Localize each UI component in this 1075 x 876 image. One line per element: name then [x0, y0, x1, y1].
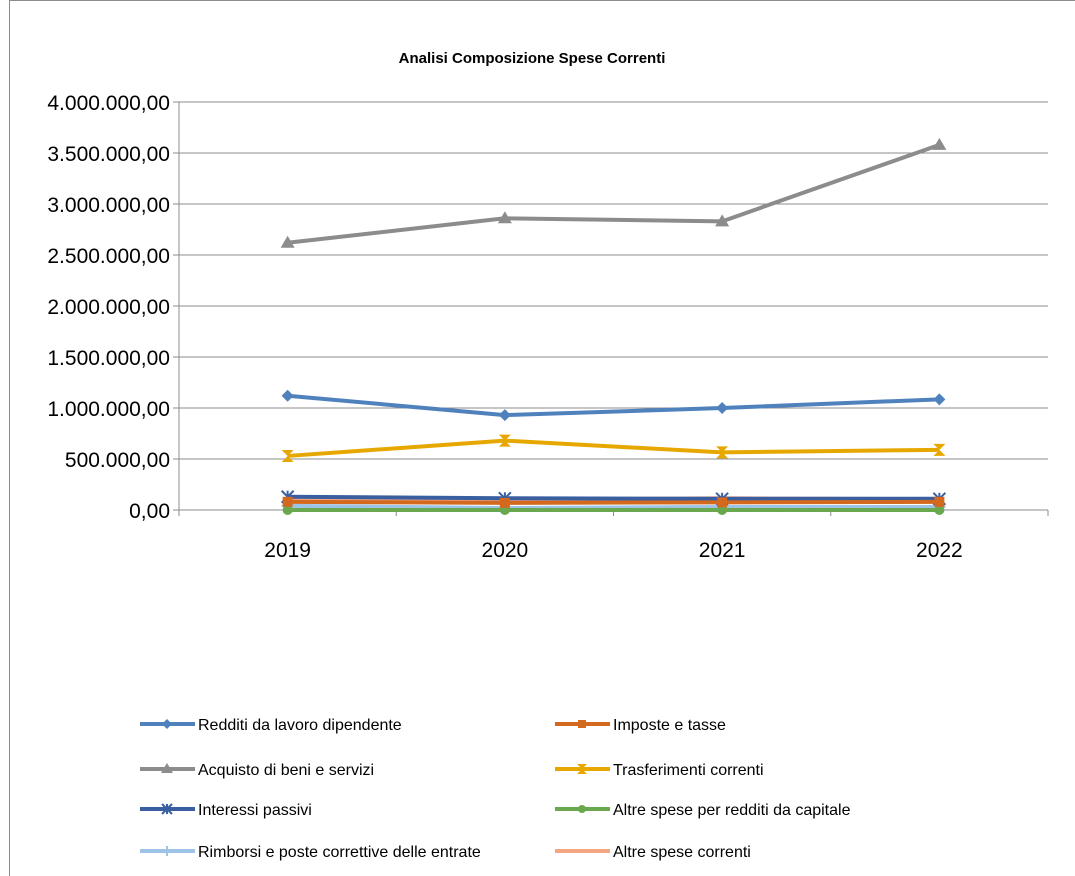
chart-title: Analisi Composizione Spese Correnti: [399, 50, 666, 67]
y-tick-label: 500.000,00: [65, 449, 170, 472]
legend-item: Redditi da lavoro dipendente: [140, 717, 402, 734]
y-tick-label: 4.000.000,00: [47, 92, 170, 115]
series-trasferimenti-correnti: [282, 435, 946, 462]
x-tick-label: 2022: [916, 539, 963, 562]
legend-item: Altre spese correnti: [555, 844, 751, 861]
x-tick-label: 2021: [699, 539, 746, 562]
series-line: [288, 506, 940, 508]
data-point: [578, 720, 586, 728]
legend-label: Interessi passivi: [198, 802, 312, 819]
legend-label: Acquisto di beni e servizi: [198, 762, 374, 779]
legend-label: Rimborsi e poste correttive delle entrat…: [198, 844, 481, 861]
data-point: [282, 390, 294, 402]
series-line: [288, 441, 940, 456]
x-tick-label: 2020: [482, 539, 529, 562]
y-tick-label: 1.500.000,00: [47, 347, 170, 370]
legend-label: Imposte e tasse: [613, 717, 726, 734]
data-point: [162, 719, 172, 729]
data-point: [934, 497, 944, 507]
legend-label: Altre spese correnti: [613, 844, 751, 861]
data-point: [717, 497, 727, 507]
legend-label: Redditi da lavoro dipendente: [198, 717, 402, 734]
series-lines: [281, 138, 947, 515]
data-point: [578, 805, 586, 813]
data-point: [162, 846, 172, 856]
legend-label: Altre spese per redditi da capitale: [613, 802, 851, 819]
series-redditi-da-lavoro-dipendente: [282, 390, 946, 421]
series-line: [288, 396, 940, 415]
data-point: [500, 498, 510, 508]
x-tick-label: 2019: [264, 539, 311, 562]
x-axis-ticks: 2019 2020 2021 2022: [264, 539, 962, 562]
legend: Redditi da lavoro dipendente Imposte e ta…: [140, 717, 851, 861]
data-point: [499, 409, 511, 421]
series-line: [288, 145, 940, 243]
legend-label: Trasferimenti correnti: [613, 762, 764, 779]
data-point: [716, 402, 728, 414]
y-tick-label: 3.500.000,00: [47, 143, 170, 166]
legend-item: Acquisto di beni e servizi: [140, 762, 374, 779]
y-axis-ticks: 0,00 500.000,00 1.000.000,00 1.500.000,00 2.…: [47, 92, 170, 523]
data-point: [933, 393, 945, 405]
legend-item: Rimborsi e poste correttive delle entrat…: [140, 844, 481, 861]
data-point: [283, 497, 293, 507]
series-line: [288, 502, 940, 503]
y-tick-label: 0,00: [129, 500, 170, 523]
y-tick-label: 2.000.000,00: [47, 296, 170, 319]
series-line: [288, 497, 940, 499]
gridlines: [179, 102, 1048, 459]
legend-item: Trasferimenti correnti: [555, 762, 764, 779]
y-tick-label: 2.500.000,00: [47, 245, 170, 268]
y-tick-label: 3.000.000,00: [47, 194, 170, 217]
legend-item: Interessi passivi: [140, 802, 312, 819]
y-tick-label: 1.000.000,00: [47, 398, 170, 421]
series-acquisto-di-beni-e-servizi: [281, 138, 947, 248]
legend-item: Altre spese per redditi da capitale: [555, 802, 851, 819]
data-point: [932, 138, 946, 150]
legend-item: Imposte e tasse: [555, 717, 726, 734]
